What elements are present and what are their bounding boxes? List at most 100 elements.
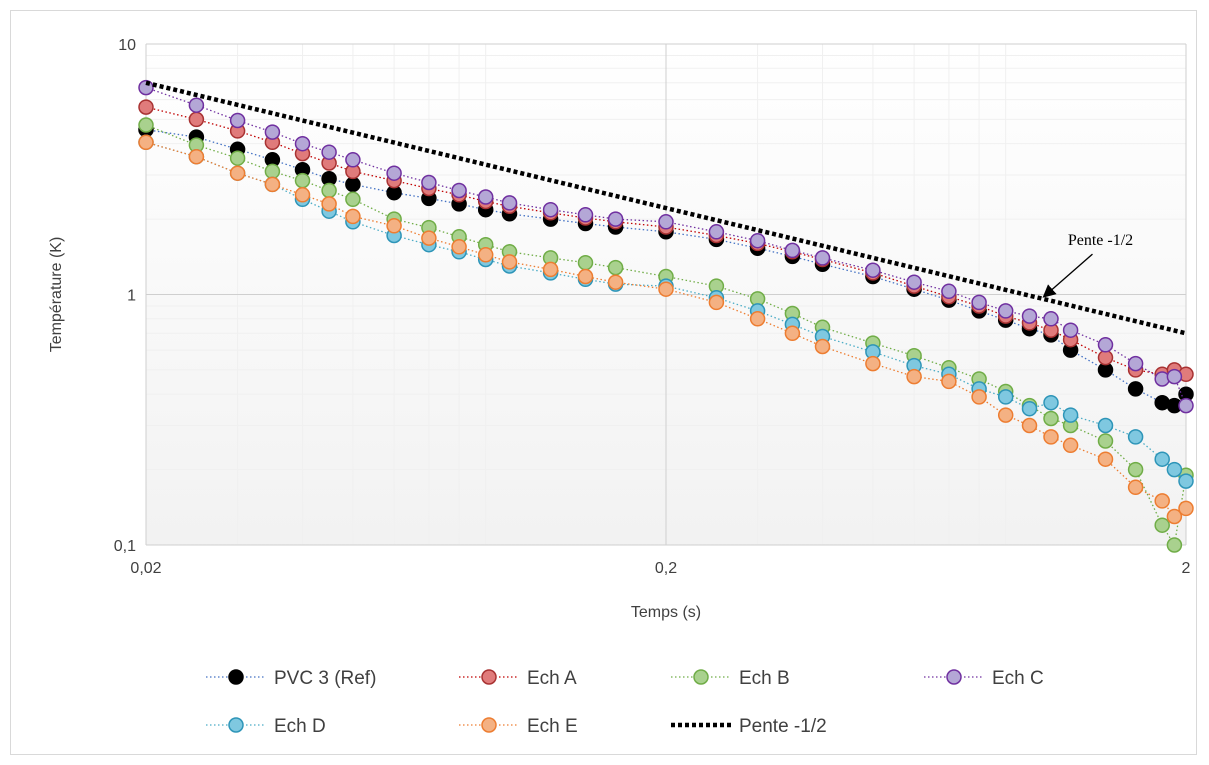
data-point: [997, 303, 1014, 319]
legend-item: PVC 3 (Ref): [206, 668, 376, 689]
data-point: [386, 218, 402, 234]
data-point: [1127, 429, 1144, 445]
x-axis-title: Temps (s): [631, 604, 701, 621]
data-point: [477, 189, 494, 205]
data-point: [1097, 417, 1114, 434]
data-point: [345, 191, 361, 208]
data-point: [1154, 493, 1170, 509]
data-point: [997, 389, 1014, 405]
data-point: [138, 134, 154, 151]
data-point: [749, 232, 766, 249]
data-point: [814, 338, 831, 355]
data-point: [1097, 349, 1114, 366]
data-point: [607, 211, 624, 227]
data-point: [1062, 407, 1079, 423]
legend-label: Ech E: [527, 716, 578, 737]
x-tick-label: 0,02: [130, 560, 161, 577]
y-tick-label: 10: [118, 37, 136, 54]
data-point: [865, 355, 881, 372]
data-point: [1127, 381, 1144, 397]
x-tick-label: 0,2: [655, 560, 677, 577]
data-point: [1097, 451, 1114, 467]
data-point: [577, 207, 594, 223]
data-point: [264, 176, 281, 193]
data-point: [658, 214, 674, 230]
data-point: [229, 165, 246, 181]
data-point: [345, 176, 361, 193]
data-point: [229, 150, 246, 166]
data-point: [749, 311, 766, 327]
legend-label: Ech B: [739, 668, 790, 689]
data-point: [1127, 355, 1144, 372]
data-point: [1166, 508, 1183, 525]
legend-item: Pente -1/2: [671, 716, 827, 737]
data-point: [784, 325, 801, 342]
data-point: [971, 389, 987, 405]
data-point: [1178, 473, 1194, 489]
data-point: [501, 254, 518, 270]
data-point: [501, 195, 518, 211]
data-point: [264, 124, 281, 140]
data-point: [906, 274, 922, 290]
data-point: [138, 79, 154, 96]
chart-frame: 0,02 0,2 2 0,1 1 10 Pente -1/2 PVC 3 (Ref) Ech…: [10, 10, 1197, 755]
legend-swatch-marker: [481, 669, 497, 685]
data-point: [188, 148, 205, 165]
data-point: [345, 152, 361, 168]
data-point: [607, 274, 624, 290]
slope-annotation-label: Pente -1/2: [1068, 232, 1133, 249]
data-point: [345, 208, 361, 225]
legend-item: Ech D: [206, 716, 326, 737]
data-point: [1043, 410, 1059, 427]
data-point: [1178, 397, 1194, 414]
legend-label: PVC 3 (Ref): [274, 668, 376, 689]
data-point: [708, 224, 725, 240]
data-point: [1178, 500, 1194, 517]
legend-item: Ech E: [459, 716, 578, 737]
legend-swatch-marker: [481, 717, 497, 733]
data-point: [971, 294, 987, 311]
data-point: [941, 373, 957, 390]
data-point: [386, 165, 402, 181]
legend-label: Ech D: [274, 716, 326, 737]
data-point: [542, 201, 559, 218]
data-point: [1166, 461, 1183, 478]
data-point: [451, 182, 467, 199]
data-point: [138, 99, 154, 115]
chart-svg: 0,02 0,2 2 0,1 1 10 Pente -1/2 PVC 3 (Ref) Ech…: [48, 37, 1194, 737]
legend-swatch-marker: [228, 669, 244, 685]
legend-item: Ech A: [459, 668, 577, 689]
y-axis-title: Température (K): [48, 237, 65, 353]
legend-label: Pente -1/2: [739, 716, 827, 737]
data-point: [264, 163, 281, 180]
data-point: [1043, 311, 1059, 327]
data-point: [1062, 437, 1079, 454]
data-point: [294, 187, 311, 203]
data-point: [1097, 337, 1114, 353]
data-point: [294, 135, 311, 152]
y-tick-label: 0,1: [114, 538, 136, 555]
data-point: [188, 111, 205, 128]
legend-item: Ech C: [924, 668, 1044, 689]
data-point: [1021, 400, 1038, 417]
data-point: [708, 294, 725, 311]
data-point: [138, 117, 154, 133]
data-point: [477, 247, 494, 263]
data-point: [1043, 394, 1059, 411]
data-point: [1127, 479, 1144, 496]
data-point: [321, 196, 337, 212]
legend-label: Ech A: [527, 668, 577, 689]
data-point: [321, 182, 337, 199]
data-point: [451, 239, 467, 255]
data-point: [1043, 429, 1059, 445]
series-6: [138, 134, 1194, 525]
annotation-arrow: [1042, 253, 1093, 298]
data-point: [1127, 461, 1144, 478]
data-point: [294, 172, 311, 189]
data-point: [1062, 322, 1079, 338]
y-tick-label: 1: [127, 288, 136, 305]
data-point: [1166, 537, 1183, 553]
data-point: [784, 242, 801, 259]
data-point: [814, 250, 831, 266]
series-4: [138, 79, 1194, 414]
